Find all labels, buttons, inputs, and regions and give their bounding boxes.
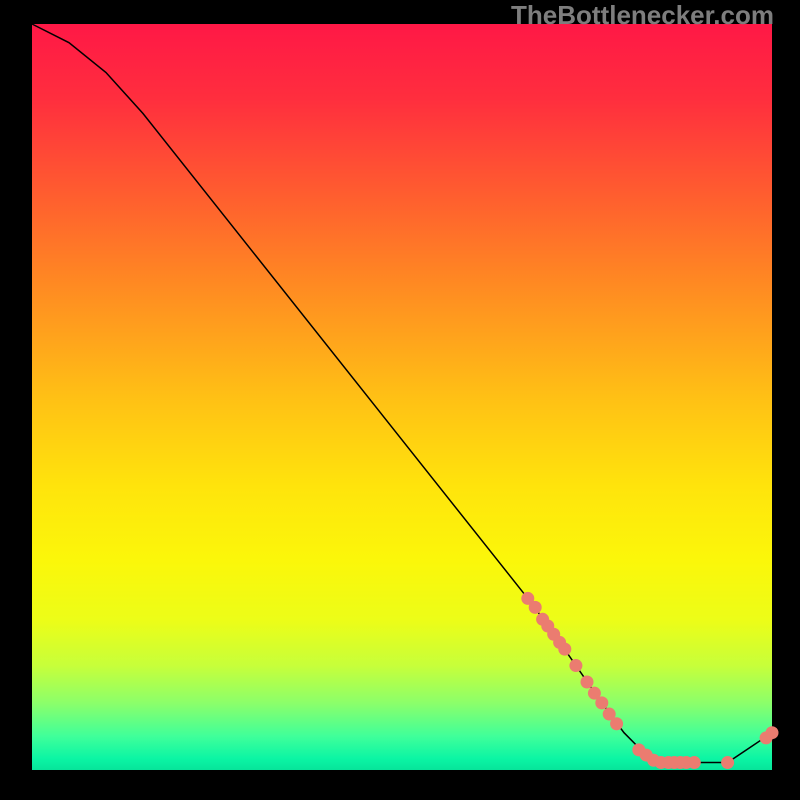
chart-marker xyxy=(581,675,594,688)
plot-area xyxy=(32,24,772,770)
chart-canvas: TheBottlenecker.com xyxy=(0,0,800,800)
chart-marker xyxy=(766,726,779,739)
chart-marker xyxy=(721,756,734,769)
chart-marker xyxy=(595,696,608,709)
chart-marker xyxy=(688,756,701,769)
chart-marker xyxy=(529,601,542,614)
chart-markers xyxy=(521,592,778,769)
watermark-text: TheBottlenecker.com xyxy=(511,0,774,31)
chart-marker xyxy=(569,659,582,672)
chart-marker xyxy=(610,717,623,730)
chart-curve xyxy=(32,24,772,763)
bottleneck-line-chart xyxy=(32,24,772,770)
chart-marker xyxy=(558,643,571,656)
